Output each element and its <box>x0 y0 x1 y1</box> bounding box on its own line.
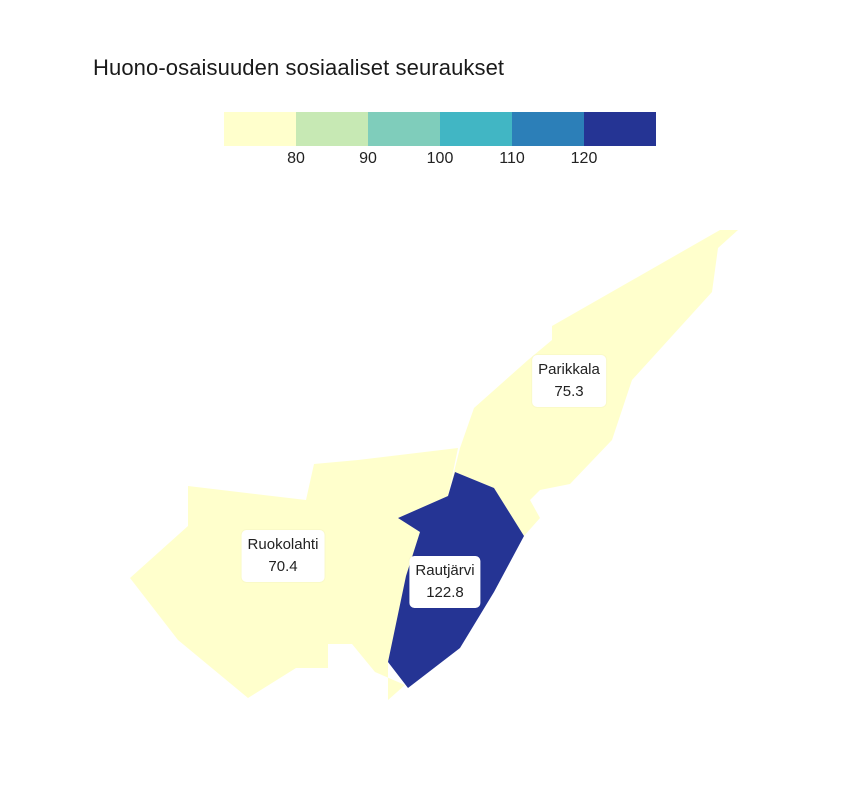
legend-tick-label: 80 <box>287 150 305 167</box>
region-label-rautjarvi: Rautjärvi 122.8 <box>409 556 481 608</box>
legend-swatch-6 <box>584 112 656 146</box>
region-value: 122.8 <box>426 584 464 601</box>
region-label-ruokolahti: Ruokolahti 70.4 <box>241 530 325 582</box>
legend-tick-label: 90 <box>359 150 377 167</box>
map-title: Huono-osaisuuden sosiaaliset seuraukset <box>93 55 505 80</box>
region-value: 75.3 <box>554 383 584 400</box>
color-legend <box>224 112 656 146</box>
legend-swatch-5 <box>512 112 584 146</box>
legend-swatch-4 <box>440 112 512 146</box>
legend-tick-labels: 80 90 100 110 120 <box>0 150 864 174</box>
region-name: Parikkala <box>538 361 600 378</box>
legend-tick-label: 100 <box>426 150 454 167</box>
region-name: Rautjärvi <box>415 562 475 579</box>
region-name: Ruokolahti <box>247 536 319 553</box>
legend-tick-label: 120 <box>570 150 598 167</box>
region-value: 70.4 <box>268 558 298 575</box>
region-label-parikkala: Parikkala 75.3 <box>532 355 606 407</box>
legend-swatch-1 <box>224 112 296 146</box>
legend-tick-label: 110 <box>499 150 525 167</box>
legend-swatch-3 <box>368 112 440 146</box>
legend-swatch-2 <box>296 112 368 146</box>
